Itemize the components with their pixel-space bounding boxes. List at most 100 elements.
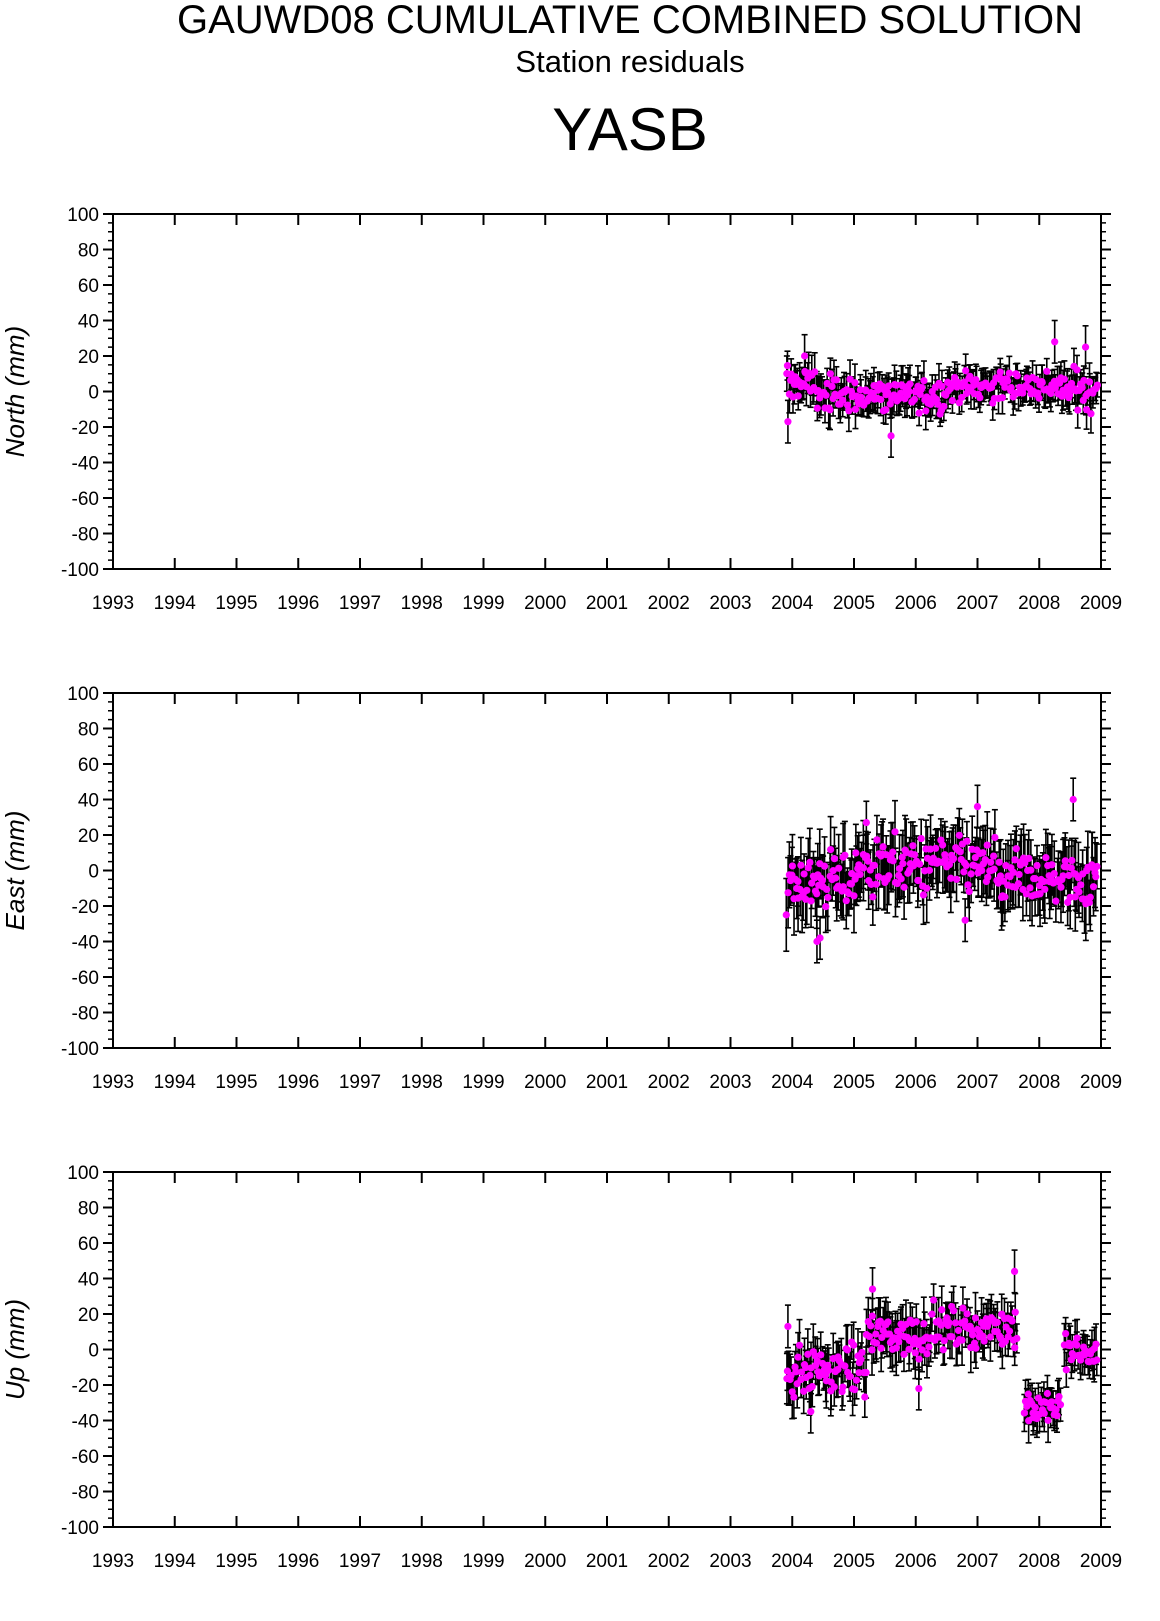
data-point: [962, 861, 970, 869]
y-tick-label: 100: [67, 205, 99, 226]
data-point: [1043, 367, 1051, 375]
data-point: [923, 884, 931, 892]
data-point: [830, 1383, 838, 1391]
data-point: [892, 381, 900, 389]
data-point: [1067, 379, 1076, 388]
data-point: [851, 1386, 859, 1394]
data-point: [1056, 1401, 1065, 1409]
data-point: [790, 1393, 798, 1401]
data-point: [1041, 885, 1049, 893]
x-tick-label: 2002: [648, 593, 690, 614]
data-point: [850, 1341, 858, 1349]
data-point: [1026, 884, 1034, 892]
data-point: [899, 860, 907, 868]
x-tick-label: 2006: [895, 1551, 937, 1572]
data-point: [784, 1322, 792, 1331]
data-point: [788, 862, 797, 870]
x-tick-label: 1993: [92, 1072, 134, 1093]
x-tick-label: 1998: [401, 1551, 443, 1572]
data-point: [882, 406, 890, 414]
data-point: [1060, 375, 1068, 383]
data-point: [973, 803, 982, 811]
x-tick-label: 1997: [339, 1551, 381, 1572]
data-point: [797, 861, 805, 869]
data-point: [1044, 1416, 1052, 1424]
data-point: [802, 895, 810, 903]
data-point: [1008, 1317, 1016, 1325]
data-point: [839, 883, 847, 891]
data-point: [885, 872, 893, 880]
x-tick-label: 2001: [586, 593, 628, 614]
data-point: [1011, 1308, 1019, 1316]
y-tick-label: 20: [78, 826, 99, 847]
data-point: [1040, 877, 1048, 886]
data-point: [868, 1346, 876, 1354]
data-point: [872, 1330, 880, 1338]
plot-frame: [112, 1171, 1102, 1528]
data-point: [1092, 873, 1100, 881]
data-points: [782, 795, 1101, 946]
data-point: [862, 1368, 870, 1377]
data-point: [965, 887, 973, 896]
x-tick-label: 1995: [215, 593, 257, 614]
data-point: [972, 1344, 980, 1352]
data-point: [900, 883, 908, 891]
data-point: [851, 379, 859, 387]
data-point: [1089, 883, 1098, 891]
y-tick-label: 80: [78, 1199, 99, 1220]
panel-east: 1993 1994 1995 1996 1997 1998 1999 2000 2001 2002…: [0, 684, 1122, 1093]
data-point: [1052, 897, 1060, 905]
x-tick-label: 2005: [833, 1551, 875, 1572]
y-tick-label: -60: [72, 968, 99, 989]
y-tick-label: 60: [78, 1234, 99, 1255]
data-point: [1048, 861, 1056, 869]
data-point: [1013, 372, 1021, 380]
data-point: [1001, 893, 1009, 901]
data-point: [877, 395, 885, 404]
data-point: [898, 853, 906, 861]
data-point: [993, 1318, 1001, 1326]
x-tick-label: 2000: [524, 593, 566, 614]
data-point: [873, 836, 881, 844]
data-point: [842, 897, 850, 905]
y-tick-label: -20: [72, 897, 99, 918]
data-point: [795, 1341, 804, 1349]
data-point: [827, 845, 835, 854]
x-tick-label: 2007: [956, 1072, 998, 1093]
data-point: [900, 1350, 908, 1358]
data-point: [813, 890, 821, 898]
data-point: [1080, 376, 1088, 385]
y-tick-label: 20: [78, 1305, 99, 1326]
data-point: [872, 880, 880, 888]
x-tick-label: 2007: [956, 1551, 998, 1572]
data-point: [811, 1352, 819, 1360]
data-point: [1031, 1403, 1039, 1411]
data-point: [1053, 1412, 1061, 1420]
data-point: [824, 893, 832, 902]
x-tick-label: 2009: [1080, 1072, 1122, 1093]
data-point: [995, 858, 1003, 866]
data-points: [783, 338, 1102, 440]
data-point: [890, 391, 898, 399]
x-tick-label: 1993: [92, 593, 134, 614]
data-point: [940, 402, 948, 411]
data-point: [961, 916, 969, 924]
data-point: [964, 881, 972, 889]
data-point: [939, 841, 947, 849]
data-point: [1078, 383, 1086, 392]
chart-title: GAUWD08 CUMULATIVE COMBINED SOLUTION: [176, 0, 1084, 42]
panel-north: 1993 1994 1995 1996 1997 1998 1999 2000 2001 2002…: [0, 205, 1122, 614]
data-point: [867, 1322, 875, 1330]
data-point: [1005, 1327, 1014, 1335]
data-point: [1069, 795, 1077, 804]
data-point: [932, 844, 940, 852]
data-point: [954, 1326, 963, 1335]
data-point: [1031, 874, 1039, 883]
data-point: [1068, 856, 1076, 865]
data-point: [912, 1318, 920, 1326]
data-point: [978, 866, 986, 875]
x-tick-label: 2000: [524, 1551, 566, 1572]
y-tick-label: -80: [72, 1004, 99, 1025]
data-point: [864, 857, 872, 865]
x-tick-label: 1997: [339, 593, 381, 614]
